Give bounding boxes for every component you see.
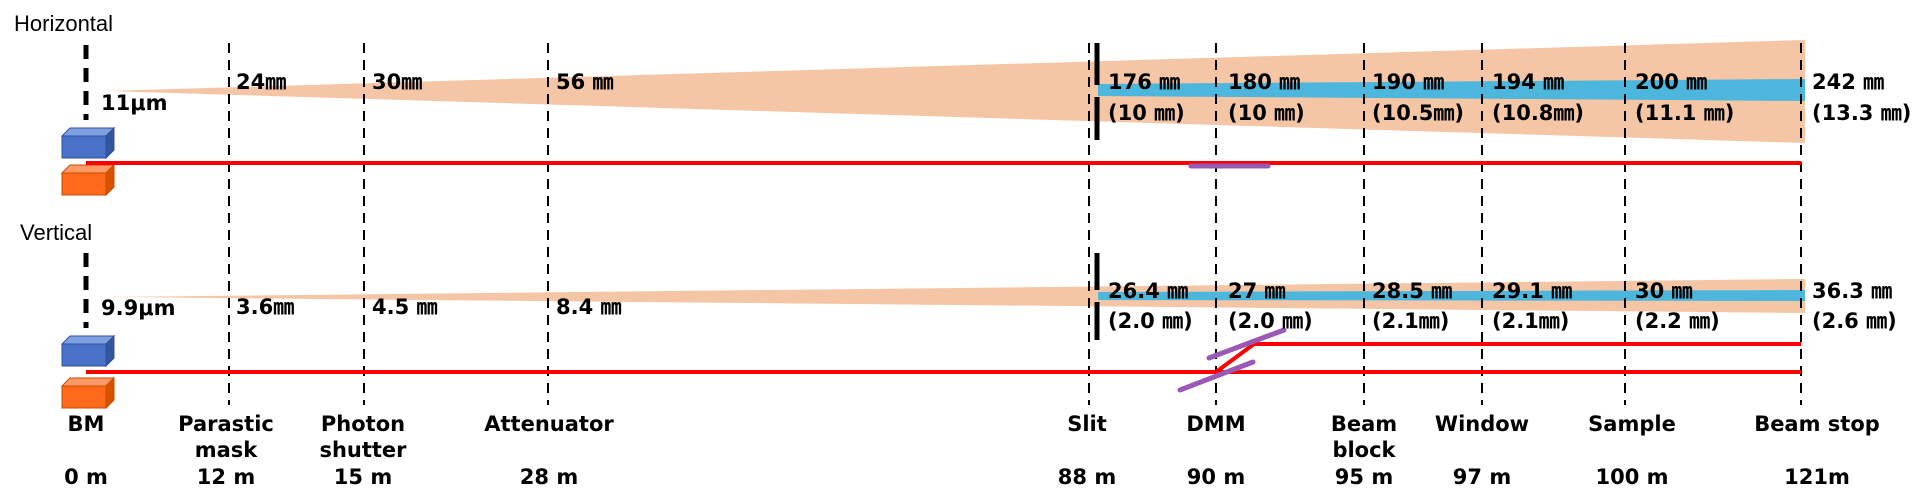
vertical-size-detail: (2.1㎜): [1492, 309, 1569, 333]
horizontal-title: Horizontal: [14, 11, 113, 36]
component-distance: 90 m: [1187, 465, 1245, 489]
beamlines: [86, 161, 1801, 374]
component-distance: 88 m: [1058, 465, 1116, 489]
horizontal-size-label: 190 ㎜: [1372, 70, 1444, 94]
component-distance: 0 m: [64, 465, 108, 489]
vertical-orange-box: [61, 385, 107, 409]
horizontal-size-detail: (10 ㎜): [1108, 101, 1185, 125]
vertical-source-size: 9.9μm: [101, 296, 176, 320]
vertical-size-label: 29.1 ㎜: [1492, 279, 1572, 303]
component-lines: [228, 43, 1802, 405]
component-name: Parastic: [178, 412, 274, 436]
component-distance: 100 m: [1595, 465, 1668, 489]
component-name: Beam: [1331, 412, 1397, 436]
horizontal-size-detail: (13.3 ㎜): [1812, 101, 1911, 125]
vertical-size-detail: (2.1㎜): [1372, 309, 1449, 333]
vertical-size-label: 26.4 ㎜: [1108, 279, 1188, 303]
component-name: Attenuator: [484, 412, 614, 436]
vertical-size-detail: (2.0 ㎜): [1108, 309, 1193, 333]
horizontal-orange-box: [61, 172, 107, 196]
vertical-size-detail: (2.2 ㎜): [1635, 309, 1720, 333]
horizontal-beam-core: [1098, 79, 1805, 101]
horizontal-size-detail: (10.8㎜): [1492, 101, 1584, 125]
vertical-size-label: 27 ㎜: [1228, 279, 1286, 303]
component-distance: 95 m: [1335, 465, 1393, 489]
vertical-deflected-beamline: [1214, 342, 1801, 374]
vertical-blue-box: [61, 343, 107, 367]
component-distance: 28 m: [520, 465, 578, 489]
component-name: mask: [195, 438, 259, 462]
component-name: Window: [1435, 412, 1529, 436]
horizontal-size-label: 56 ㎜: [556, 70, 614, 94]
vertical-dmm-mirror-upper: [1206, 327, 1287, 361]
vertical-fan: [108, 279, 1805, 313]
vertical-size-label: 4.5 ㎜: [372, 295, 438, 319]
horizontal-size-label: 194 ㎜: [1492, 70, 1564, 94]
horizontal-source-size: 11μm: [101, 91, 168, 115]
horizontal-size-label: 24㎜: [236, 70, 286, 94]
vertical-size-label: 3.6㎜: [236, 295, 294, 319]
vertical-title: Vertical: [20, 220, 92, 245]
component-name: Slit: [1067, 412, 1107, 436]
component-name: Sample: [1588, 412, 1676, 436]
component-name: shutter: [319, 438, 407, 462]
beam-size-labels: 11μm 9.9μm 24㎜ 30㎜ 56 ㎜ 176 ㎜ (10 ㎜) 180 ㎜ (10 ㎜…: [101, 70, 1911, 333]
vertical-size-detail: (2.6 ㎜): [1812, 309, 1897, 333]
component-name: BM: [68, 412, 105, 436]
horizontal-fan: [108, 40, 1805, 143]
component-name: Beam stop: [1754, 412, 1880, 436]
horizontal-size-label: 30㎜: [372, 70, 422, 94]
component-name: block: [1332, 438, 1396, 462]
horizontal-size-detail: (11.1 ㎜): [1635, 101, 1734, 125]
horizontal-size-detail: (10.5㎜): [1372, 101, 1464, 125]
vertical-beam-core: [1098, 290, 1805, 301]
vertical-bm-boxes: [60, 334, 116, 410]
component-name: Photon: [321, 412, 405, 436]
component-distance: 12 m: [197, 465, 255, 489]
horizontal-size-label: 242 ㎜: [1812, 70, 1884, 94]
horizontal-size-detail: (10 ㎜): [1228, 101, 1305, 125]
horizontal-blue-box: [61, 135, 107, 159]
component-name: DMM: [1186, 412, 1245, 436]
dmm-mirrors: [1177, 163, 1287, 393]
vertical-size-label: 28.5 ㎜: [1372, 279, 1452, 303]
component-distance: 121m: [1784, 465, 1850, 489]
component-distance: 97 m: [1453, 465, 1511, 489]
horizontal-size-label: 200 ㎜: [1635, 70, 1707, 94]
vertical-dmm-mirror-lower: [1177, 359, 1256, 393]
vertical-size-label: 8.4 ㎜: [556, 295, 622, 319]
vertical-size-label: 36.3 ㎜: [1812, 279, 1892, 303]
horizontal-size-label: 180 ㎜: [1228, 70, 1300, 94]
horizontal-size-label: 176 ㎜: [1108, 70, 1180, 94]
horizontal-bm-boxes: [60, 126, 116, 197]
vertical-size-label: 30 ㎜: [1635, 279, 1693, 303]
component-distance: 15 m: [334, 465, 392, 489]
vertical-size-detail: (2.0 ㎜): [1228, 309, 1313, 333]
